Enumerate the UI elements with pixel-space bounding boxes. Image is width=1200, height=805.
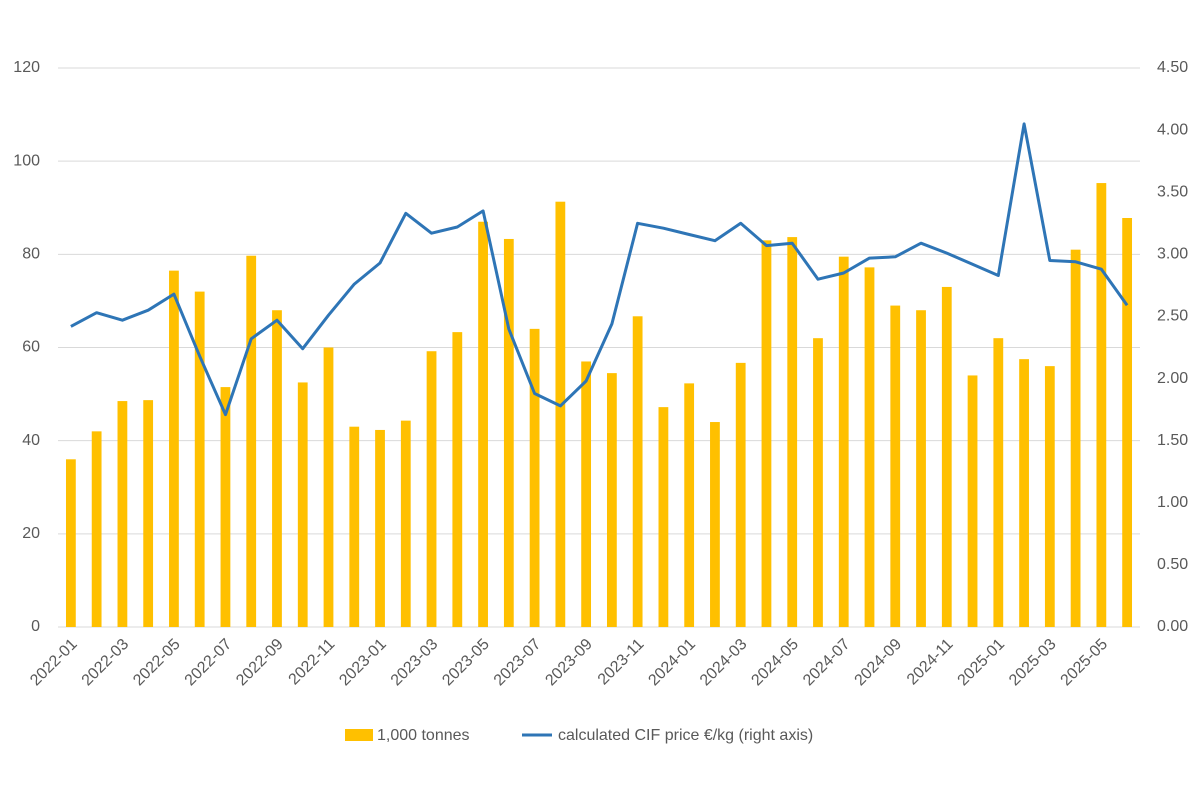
bar [658, 407, 669, 627]
y2-tick-label: 3.00 [1157, 246, 1188, 263]
legend-swatch [345, 729, 373, 741]
bar [735, 362, 746, 627]
bar [503, 238, 514, 628]
bar [761, 240, 772, 627]
x-tick-label: 2023-07 [491, 636, 545, 690]
bar [272, 310, 282, 627]
bar [426, 351, 437, 627]
bar [1019, 359, 1029, 627]
x-tick-label: 2025-03 [1006, 636, 1060, 690]
x-tick-label: 2022-03 [79, 636, 133, 690]
x-tick-label: 2022-07 [182, 636, 236, 690]
bar [297, 382, 308, 627]
y2-tick-label: 2.00 [1157, 370, 1188, 387]
legend-label: calculated CIF price €/kg (right axis) [558, 727, 813, 744]
bar [169, 270, 179, 627]
bar [143, 400, 154, 627]
bar [529, 328, 540, 627]
bar [890, 305, 901, 627]
x-tick-label: 2023-03 [388, 636, 442, 690]
bar [787, 237, 798, 627]
x-tick-label: 2023-05 [439, 636, 493, 690]
y2-tick-label: 0.50 [1157, 556, 1188, 573]
x-tick-label: 2023-11 [595, 636, 648, 689]
x-tick-label: 2024-03 [697, 636, 751, 690]
y-tick-label: 100 [13, 152, 40, 169]
bar [117, 401, 128, 627]
x-tick-label: 2023-09 [542, 636, 596, 690]
x-tick-label: 2024-01 [645, 636, 699, 690]
bar [1096, 183, 1107, 627]
bar [91, 431, 102, 627]
bar [684, 383, 695, 627]
x-tick-label: 2024-09 [852, 636, 906, 690]
y-tick-label: 20 [22, 525, 40, 542]
bar [993, 338, 1004, 627]
bar [478, 221, 488, 627]
bar [220, 387, 231, 627]
bar [375, 429, 385, 627]
y2-tick-label: 0.00 [1157, 618, 1188, 635]
y2-tick-label: 2.50 [1157, 308, 1188, 325]
y2-tick-label: 1.50 [1157, 432, 1188, 449]
x-tick-label: 2025-01 [955, 636, 1009, 690]
bar [581, 361, 592, 627]
bar [606, 373, 617, 627]
y-tick-label: 40 [22, 432, 40, 449]
x-tick-label: 2022-09 [233, 636, 287, 690]
y2-tick-label: 4.50 [1157, 59, 1188, 76]
y-tick-label: 60 [22, 339, 40, 356]
bar [710, 422, 720, 627]
bar [246, 255, 257, 627]
bar [838, 256, 849, 627]
bar [1122, 217, 1133, 627]
bar [1044, 366, 1055, 627]
bar [1070, 249, 1081, 628]
bar [864, 267, 875, 627]
bar [555, 201, 566, 628]
x-tick-label: 2022-01 [27, 636, 81, 690]
bar [65, 459, 76, 627]
bar [916, 310, 926, 627]
legend-label: 1,000 tonnes [377, 727, 470, 744]
x-tick-label: 2022-11 [286, 636, 339, 689]
y-tick-label: 0 [31, 618, 40, 635]
x-tick-label: 2024-07 [800, 636, 854, 690]
y2-tick-label: 1.00 [1157, 494, 1188, 511]
bar [194, 291, 205, 627]
x-tick-label: 2023-01 [336, 636, 390, 690]
x-tick-label: 2025-05 [1058, 636, 1112, 690]
y-tick-label: 120 [13, 59, 40, 76]
y2-tick-label: 4.00 [1157, 121, 1188, 138]
bar [452, 332, 463, 627]
x-tick-label: 2022-05 [130, 636, 184, 690]
bar [323, 347, 334, 627]
bar [941, 286, 952, 627]
bar [632, 316, 643, 627]
x-tick-label: 2024-11 [904, 636, 957, 689]
x-tick-label: 2024-05 [748, 636, 802, 690]
bar [400, 420, 411, 627]
y-tick-label: 80 [22, 246, 40, 263]
bar [349, 426, 360, 627]
y2-tick-label: 3.50 [1157, 183, 1188, 200]
line [70, 122, 1129, 417]
bar [813, 338, 823, 627]
bar [967, 375, 978, 627]
